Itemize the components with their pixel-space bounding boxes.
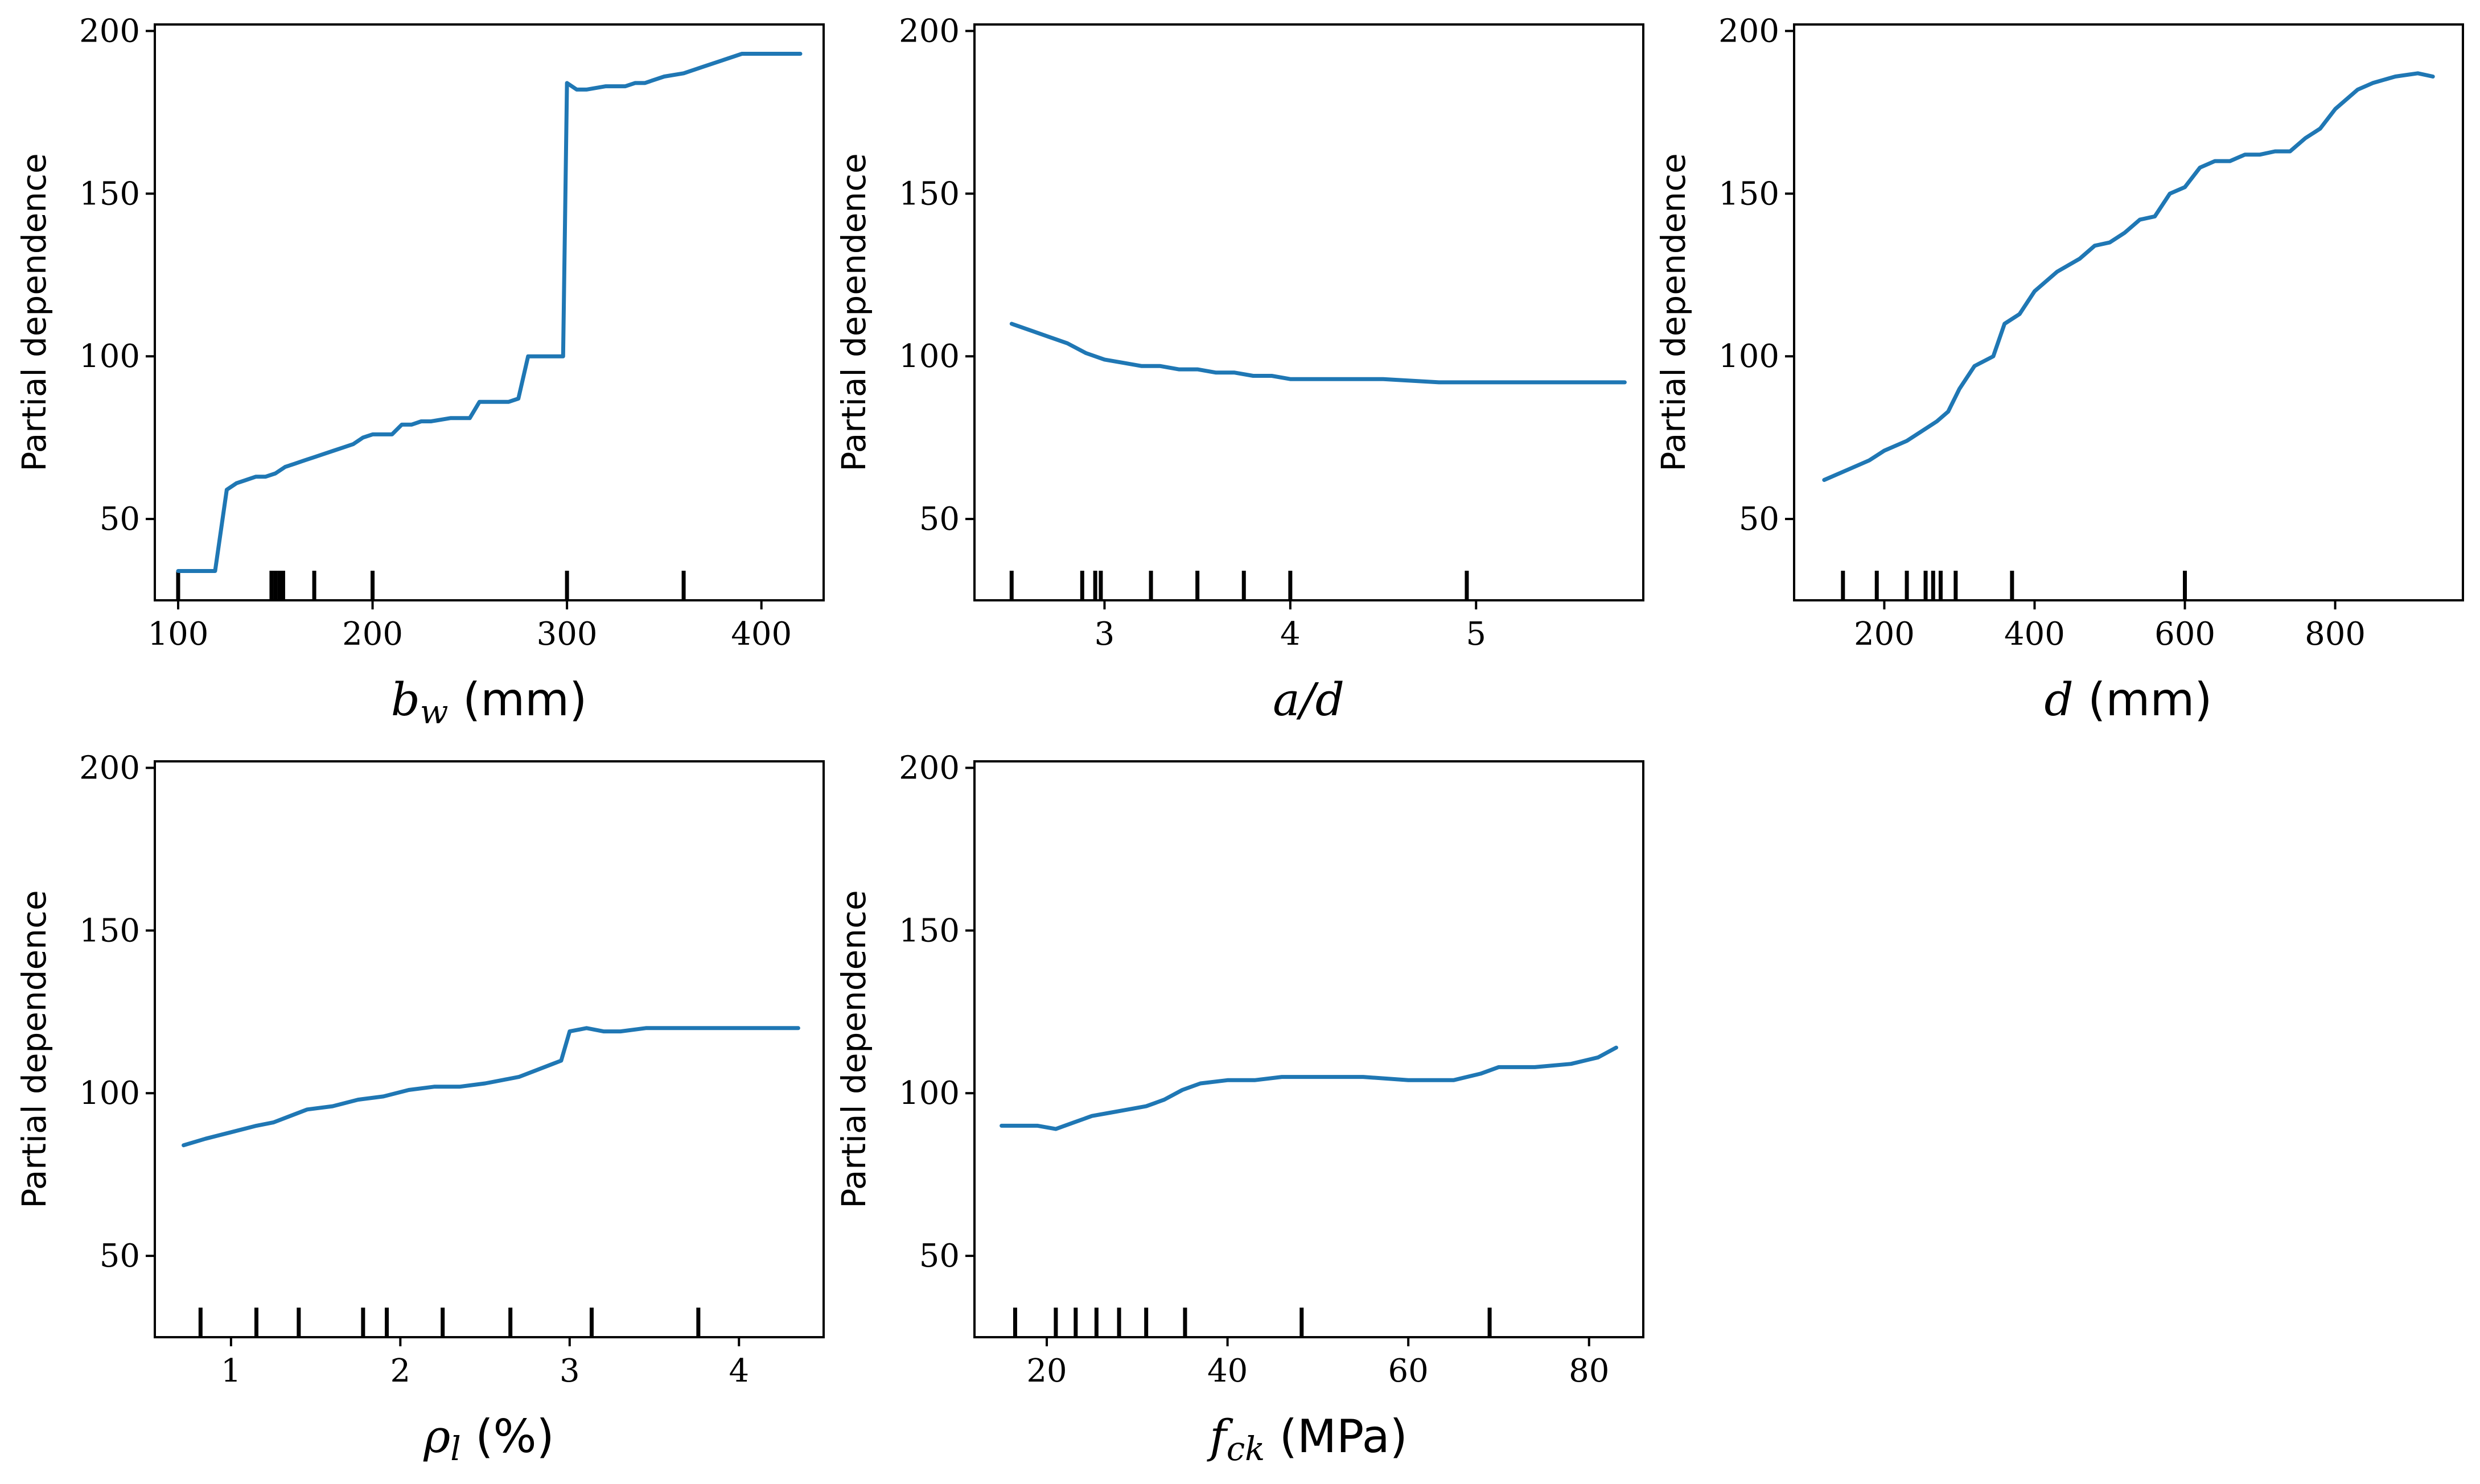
partial-dependence-line — [1000, 1045, 1618, 1131]
panel-d: Partial dependence d (mm) 50 100 150 200 200… — [1654, 13, 2464, 726]
partial-dependence-line — [182, 1026, 800, 1148]
x-tick-label: 200 — [1854, 616, 1915, 653]
y-axis-label: Partial dependence — [15, 153, 54, 471]
y-tick-label: 50 — [1739, 501, 1779, 538]
x-tick-label: 40 — [1207, 1353, 1248, 1390]
y-tick-label: 100 — [79, 1075, 140, 1112]
x-tick-label: 400 — [731, 616, 792, 653]
x-axis-label: d (mm) — [2045, 673, 2212, 726]
plot-frame — [154, 23, 825, 601]
x-axis-label: a/d — [1273, 673, 1344, 726]
y-tick-label: 50 — [919, 1238, 960, 1275]
x-tick-label: 1 — [221, 1353, 241, 1390]
y-tick-label: 50 — [919, 501, 960, 538]
partial-dependence-line — [176, 52, 803, 573]
x-axis-label: bw (mm) — [391, 673, 587, 731]
y-tick-label: 50 — [100, 501, 140, 538]
y-tick-label: 100 — [899, 338, 960, 375]
plot-frame — [154, 760, 825, 1338]
y-tick-label: 200 — [1718, 13, 1779, 50]
panel-a-over-d: Partial dependence a/d 50 100 150 200 3 4 5 — [834, 13, 1644, 726]
y-tick-label: 100 — [79, 338, 140, 375]
plot-frame — [973, 760, 1644, 1338]
x-tick-label: 3 — [560, 1353, 580, 1390]
x-tick-label: 800 — [2305, 616, 2366, 653]
y-tick-label: 50 — [100, 1238, 140, 1275]
y-tick-label: 100 — [899, 1075, 960, 1112]
partial-dependence-line — [1009, 321, 1627, 385]
x-axis-label: ρl (%) — [423, 1410, 554, 1468]
y-axis-label: Partial dependence — [834, 153, 873, 471]
x-tick-label: 600 — [2154, 616, 2215, 653]
y-tick-label: 200 — [899, 749, 960, 786]
y-tick-label: 200 — [899, 13, 960, 50]
y-tick-label: 150 — [79, 175, 140, 212]
y-tick-label: 200 — [79, 13, 140, 50]
partial-dependence-line — [1822, 71, 2435, 482]
x-tick-label: 4 — [729, 1353, 749, 1390]
panel-rho-l: Partial dependence ρl (%) 50 100 150 200 1 2 3… — [15, 749, 825, 1468]
y-tick-label: 150 — [79, 912, 140, 949]
x-tick-label: 100 — [148, 616, 209, 653]
y-axis-label: Partial dependence — [834, 890, 873, 1208]
x-tick-label: 5 — [1466, 616, 1486, 653]
y-tick-label: 150 — [899, 912, 960, 949]
x-tick-label: 2 — [390, 1353, 411, 1390]
panel-fck: Partial dependence fck (MPa) 50 100 150 200… — [834, 749, 1644, 1468]
y-tick-label: 150 — [1718, 175, 1779, 212]
x-tick-label: 3 — [1095, 616, 1115, 653]
x-tick-label: 4 — [1280, 616, 1301, 653]
x-tick-label: 80 — [1569, 1353, 1609, 1390]
x-tick-label: 60 — [1388, 1353, 1429, 1390]
y-axis-label: Partial dependence — [15, 890, 54, 1208]
x-tick-label: 300 — [537, 616, 598, 653]
panel-bw: Partial dependence bw (mm) 50 100 150 200 10… — [15, 13, 825, 731]
x-tick-label: 400 — [2004, 616, 2065, 653]
x-tick-label: 20 — [1026, 1353, 1067, 1390]
x-tick-label: 200 — [342, 616, 403, 653]
y-tick-label: 100 — [1718, 338, 1779, 375]
y-axis-label: Partial dependence — [1654, 153, 1693, 471]
y-tick-label: 200 — [79, 749, 140, 786]
plot-frame — [1793, 23, 2464, 601]
plot-frame — [973, 23, 1644, 601]
y-tick-label: 150 — [899, 175, 960, 212]
x-axis-label: fck (MPa) — [1207, 1410, 1408, 1468]
